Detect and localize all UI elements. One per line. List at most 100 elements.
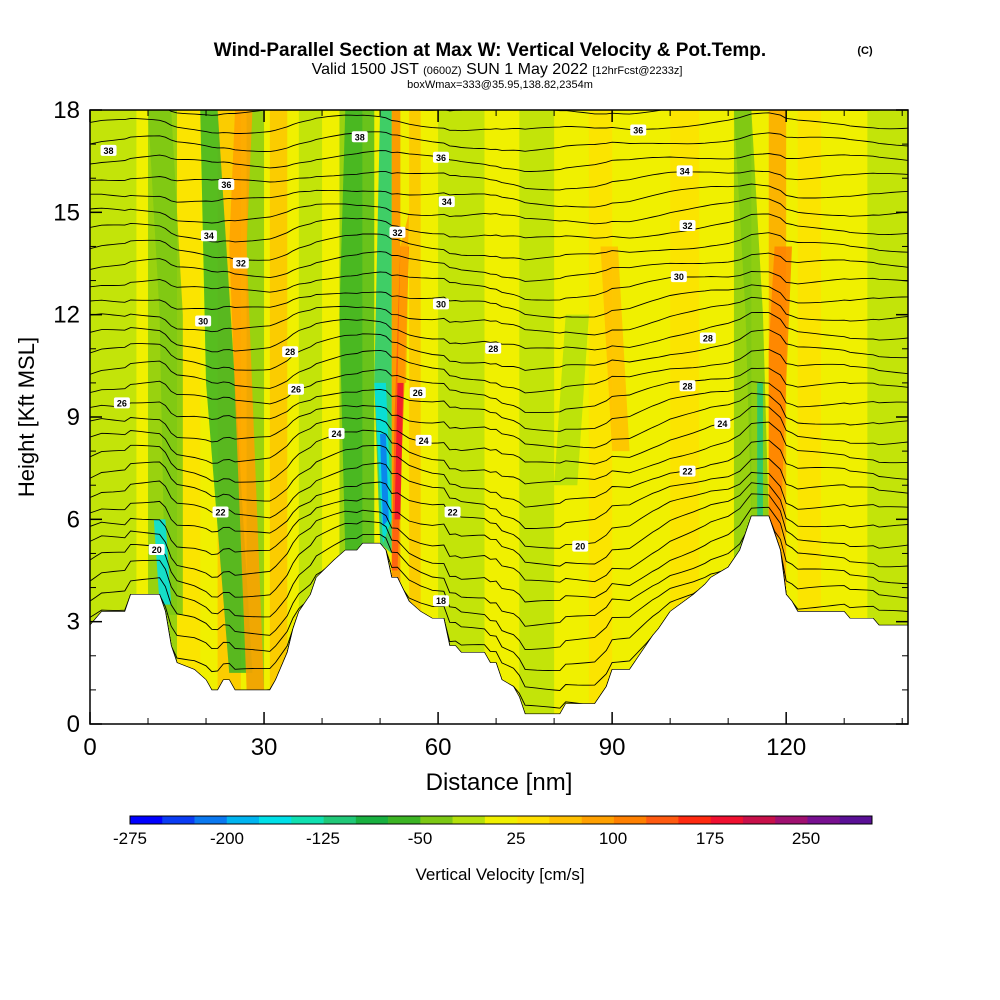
colorbar-swatch [742,816,776,824]
contour-label-box [200,230,217,242]
contour-label-text: 32 [683,221,693,231]
y-axis-label: Height [Kft MSL] [14,337,39,497]
terrain-mask [90,515,908,724]
theta-contour-line [90,150,908,173]
y-tick-label: 15 [53,199,80,226]
contour-label-box [699,332,716,344]
contour-label-text: 26 [413,388,423,398]
contour-label-text: 34 [680,166,690,176]
velocity-band [797,110,821,724]
x-axis: 0 30 60 90 120 [83,110,903,761]
contour-label-box [485,342,502,354]
contour-label-text: 24 [332,429,342,439]
contour-label: 22 [679,465,696,477]
colorbar-swatch [646,816,679,824]
theta-contour-line [167,110,887,116]
contour-label-box [409,387,426,399]
contour-label-box [351,131,368,143]
y-tick-label: 0 [67,711,80,738]
theta-contour-line [90,251,908,282]
colorbar-swatch [130,816,163,824]
theta-contour-line [90,170,908,191]
colorbar-tick-label: -50 [408,829,433,848]
theta-contour-line [90,421,908,485]
colorbar-swatch [613,816,647,824]
contour-label-box [572,540,589,552]
valid-prefix: Valid 1500 JST [312,61,420,78]
colorbar-swatch [484,816,518,824]
contour-label-box [679,219,696,231]
theta-contour-line [90,131,908,153]
valid-line: Valid 1500 JST (0600Z) SUN 1 May 2022 [1… [312,61,683,78]
contour-label-text: 36 [633,125,643,135]
contour-label-box [415,434,432,446]
contour-label-text: 28 [285,347,295,357]
contour-label-text: 20 [575,542,585,552]
colorbar-swatch [388,816,421,824]
colorbar-tick-label: 250 [792,829,820,848]
contour-label-box [679,380,696,392]
contour-label-box [630,124,647,136]
contour-label: 26 [409,387,426,399]
velocity-band [519,110,555,724]
y-tick-label: 18 [53,97,80,124]
contour-label-text: 24 [717,419,727,429]
contour-label-box [432,151,449,163]
contour-label: 24 [714,417,731,429]
contour-label-box [195,315,212,327]
velocity-plume [397,212,410,383]
contour-label: 22 [212,506,229,518]
contour-label-text: 22 [448,508,458,518]
x-tick-label: 0 [83,734,96,761]
colorbar-tick-label: -200 [210,829,244,848]
valid-date: SUN 1 May 2022 [466,61,588,78]
x-tick-label: 120 [766,734,806,761]
contour-label: 36 [630,124,647,136]
velocity-plume [229,110,265,690]
contour-label-text: 22 [683,467,693,477]
contour-label-text: 30 [198,316,208,326]
theta-contour-line [90,284,908,319]
theta-contour-line [90,381,908,432]
contour-label: 34 [438,196,455,208]
contour-label: 28 [679,380,696,392]
colorbar-tick-label: 175 [696,829,724,848]
valid-zulu: (0600Z) [423,65,462,77]
contour-label-text: 18 [436,596,446,606]
colorbar-swatch [775,816,808,824]
theta-contour-line [90,493,908,583]
contour-label-box [212,506,229,518]
contour-label: 24 [415,434,432,446]
theta-contour-line [90,112,908,134]
contour-label-box [389,226,406,238]
colorbar-tick-label: 100 [599,829,627,848]
contour-label-text: 32 [236,259,246,269]
velocity-band [269,110,288,724]
contour-label: 36 [432,151,449,163]
theta-contour-line [90,271,908,301]
contour-label: 38 [100,144,117,156]
colorbar-swatch [517,816,550,824]
colorbar-swatch [807,816,841,824]
velocity-band [362,110,375,724]
contour-label-text: 30 [436,299,446,309]
contour-label: 34 [676,165,693,177]
contour-label: 32 [389,226,406,238]
contour-label-text: 24 [419,436,429,446]
contour-label: 34 [200,230,217,242]
theta-contour-line [90,439,908,508]
contour-label-text: 20 [152,545,162,555]
theta-contour-line [90,406,908,465]
contour-label-box [432,298,449,310]
contour-label: 30 [195,315,212,327]
theta-contour-line [90,197,908,225]
colorbar-swatch [291,816,324,824]
velocity-plume [148,110,183,615]
contour-label-box [679,465,696,477]
contour-label: 22 [444,506,461,518]
contour-label-text: 26 [117,398,127,408]
contour-label-box [676,165,693,177]
contour-label: 28 [282,346,299,358]
